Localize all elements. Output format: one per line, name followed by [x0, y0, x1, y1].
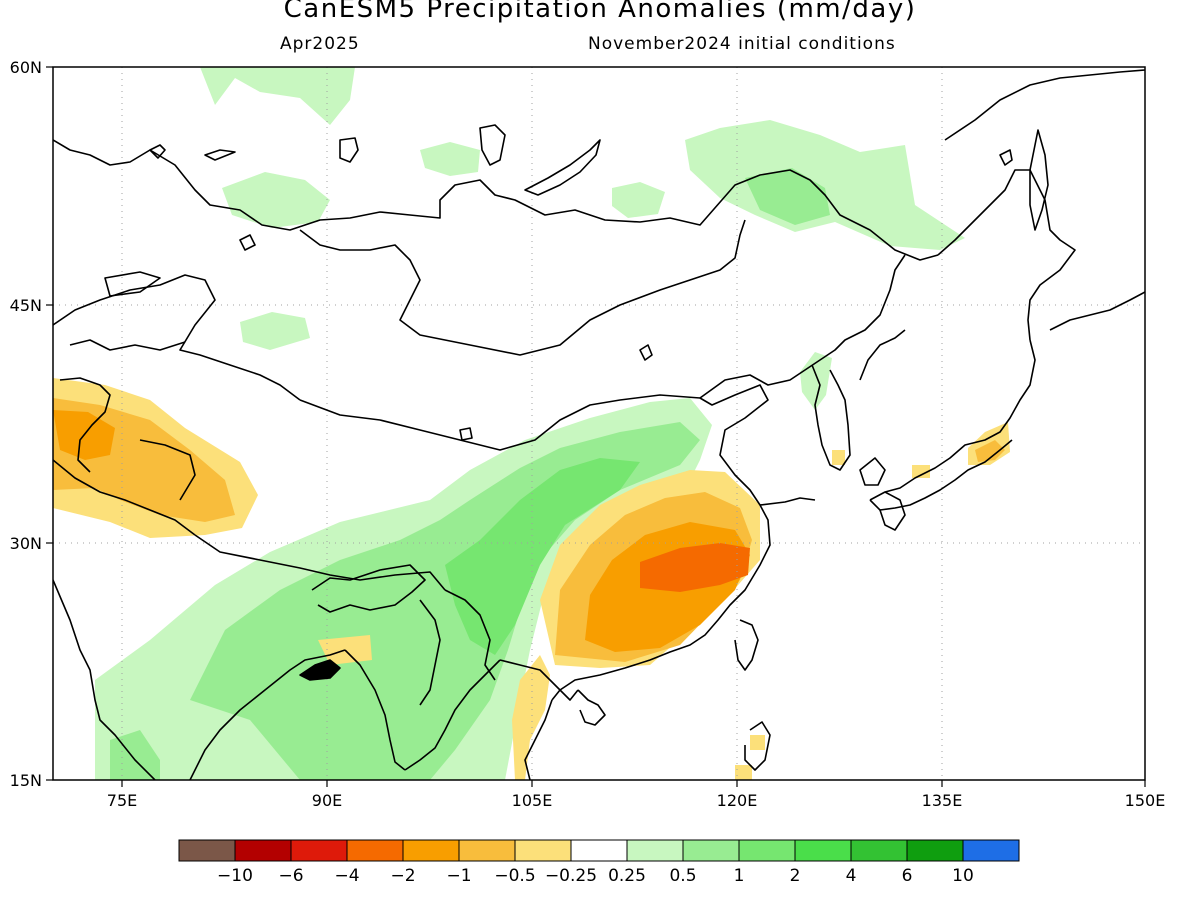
colorbar-swatch	[738, 839, 796, 862]
x-tick-label: 135E	[922, 791, 963, 810]
anomaly-region-bengal-wet	[370, 640, 440, 735]
colorbar-label: −4	[334, 866, 359, 886]
colorbar-label: −6	[278, 866, 303, 886]
colorbar-label: 10	[952, 866, 974, 886]
anomaly-region-kazakh-wet	[222, 172, 330, 228]
colorbar-label: 6	[902, 866, 913, 886]
colorbar-label: 0.5	[669, 866, 696, 886]
x-tick-label: 105E	[512, 791, 553, 810]
map-title: CanESM5 Precipitation Anomalies (mm/day)	[283, 0, 917, 24]
anomaly-region-sichuan-wet	[445, 458, 640, 655]
colorbar-swatch	[850, 839, 908, 862]
colorbar-labels: −10 −6 −4 −2 −1 −0.5 −0.25 0.25 0.5 1 2 4 6 10	[217, 866, 974, 886]
anomaly-region-indochina-dry	[512, 655, 550, 780]
colorbar-swatch	[290, 839, 348, 862]
anomaly-region-japan-dry-core	[975, 440, 1005, 462]
colorbar-swatch	[514, 839, 572, 862]
x-tick-label: 75E	[107, 791, 137, 810]
anomaly-region-baikal-wet	[420, 142, 480, 176]
anomaly-region-south-india-wet	[110, 730, 160, 780]
colorbar-label: 1	[734, 866, 745, 886]
anomaly-region-korea-dry	[832, 450, 845, 465]
anomaly-region-siberia-wet-core	[745, 168, 830, 225]
anomaly-region-siberia-wet	[685, 120, 965, 250]
map-frame	[52, 66, 1146, 781]
anomaly-region-kyushu-dry	[912, 465, 930, 478]
colorbar	[178, 839, 1020, 862]
colorbar-label: 2	[790, 866, 801, 886]
coastlines-and-borders	[53, 69, 1145, 780]
anomaly-region-philippines-dry	[750, 735, 765, 750]
colorbar-label: −2	[390, 866, 415, 886]
colorbar-label: −1	[446, 866, 471, 886]
colorbar-swatch	[346, 839, 404, 862]
colorbar-swatch	[626, 839, 684, 862]
y-tick-label: 30N	[10, 534, 42, 553]
y-tick-label: 15N	[10, 771, 42, 790]
initial-conditions-label: November2024 initial conditions	[588, 34, 896, 54]
colorbar-label: 4	[846, 866, 857, 886]
anomaly-region-luzon-dry	[735, 765, 752, 780]
anomaly-region-central-asia-wet	[240, 312, 310, 350]
colorbar-swatch	[402, 839, 460, 862]
x-tick-label: 150E	[1125, 791, 1166, 810]
x-tick-label: 120E	[717, 791, 758, 810]
anomaly-region-north-wet	[200, 67, 355, 125]
y-tick-label: 60N	[10, 58, 42, 77]
anomaly-region-se-china-dry-max	[640, 543, 750, 592]
x-tick-label: 90E	[312, 791, 342, 810]
colorbar-swatch	[458, 839, 516, 862]
y-tick-label: 45N	[10, 296, 42, 315]
colorbar-swatch	[794, 839, 852, 862]
colorbar-swatch	[570, 839, 628, 862]
forecast-month: Apr2025	[280, 34, 360, 54]
anomaly-region-korea-wet	[800, 352, 832, 410]
colorbar-label: 0.25	[608, 866, 646, 886]
colorbar-swatch	[682, 839, 740, 862]
colorbar-swatch	[178, 839, 236, 862]
colorbar-label: −0.25	[545, 866, 597, 886]
anomaly-field	[53, 67, 1010, 780]
colorbar-label: −10	[217, 866, 253, 886]
colorbar-swatch	[906, 839, 964, 862]
colorbar-label: −0.5	[494, 866, 535, 886]
colorbar-swatch	[234, 839, 292, 862]
anomaly-region-mongolia-wet	[612, 182, 665, 218]
colorbar-swatch	[962, 839, 1020, 862]
axis-ticks	[46, 66, 1146, 787]
